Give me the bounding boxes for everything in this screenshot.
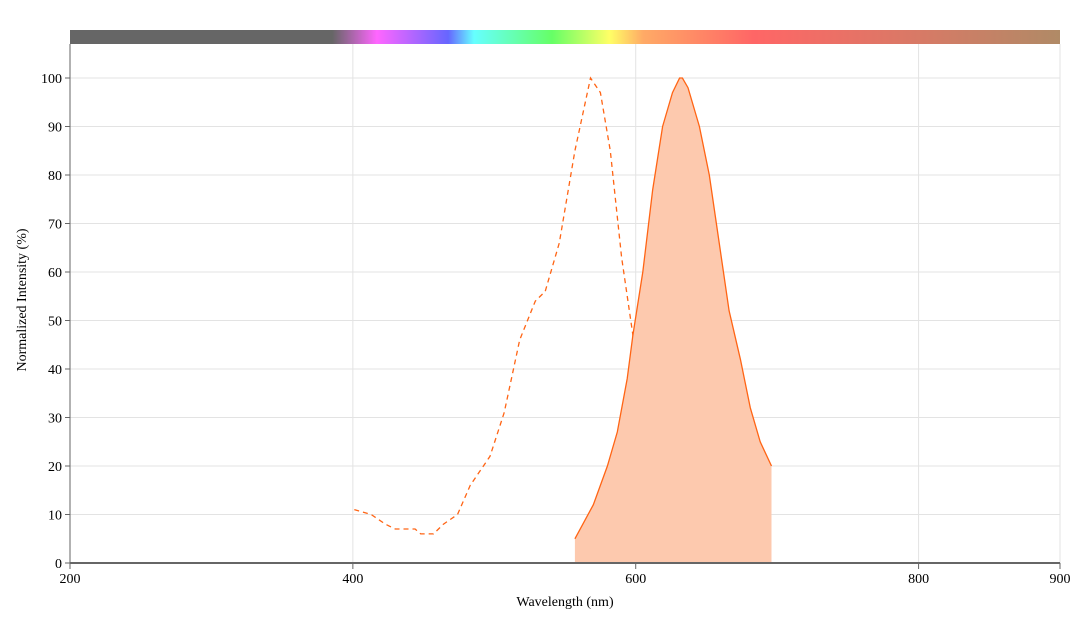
x-tick-label: 800: [908, 572, 929, 587]
y-tick-label: 30: [48, 412, 62, 427]
x-tick-label: 900: [1050, 572, 1071, 587]
y-tick-label: 80: [48, 169, 62, 184]
y-tick-label: 20: [48, 460, 62, 475]
y-axis-label: Normalized Intensity (%): [15, 228, 30, 371]
y-tick-label: 60: [48, 266, 62, 281]
excitation-line: [354, 76, 696, 557]
y-tick-label: 100: [41, 72, 62, 87]
x-tick-label: 400: [342, 572, 363, 587]
y-tick-label: 50: [48, 315, 62, 330]
y-tick-label: 70: [48, 218, 62, 233]
wavelength-color-bar: [70, 30, 1060, 44]
y-tick-label: 0: [55, 557, 62, 572]
x-tick-label: 600: [625, 572, 646, 587]
x-tick-label: 200: [60, 572, 81, 587]
emission-area: [574, 78, 772, 563]
emission-line: [574, 77, 773, 540]
x-axis-label: Wavelength (nm): [516, 595, 614, 610]
y-tick-label: 10: [48, 509, 62, 524]
y-tick-label: 90: [48, 121, 62, 136]
y-tick-label: 40: [48, 363, 62, 378]
